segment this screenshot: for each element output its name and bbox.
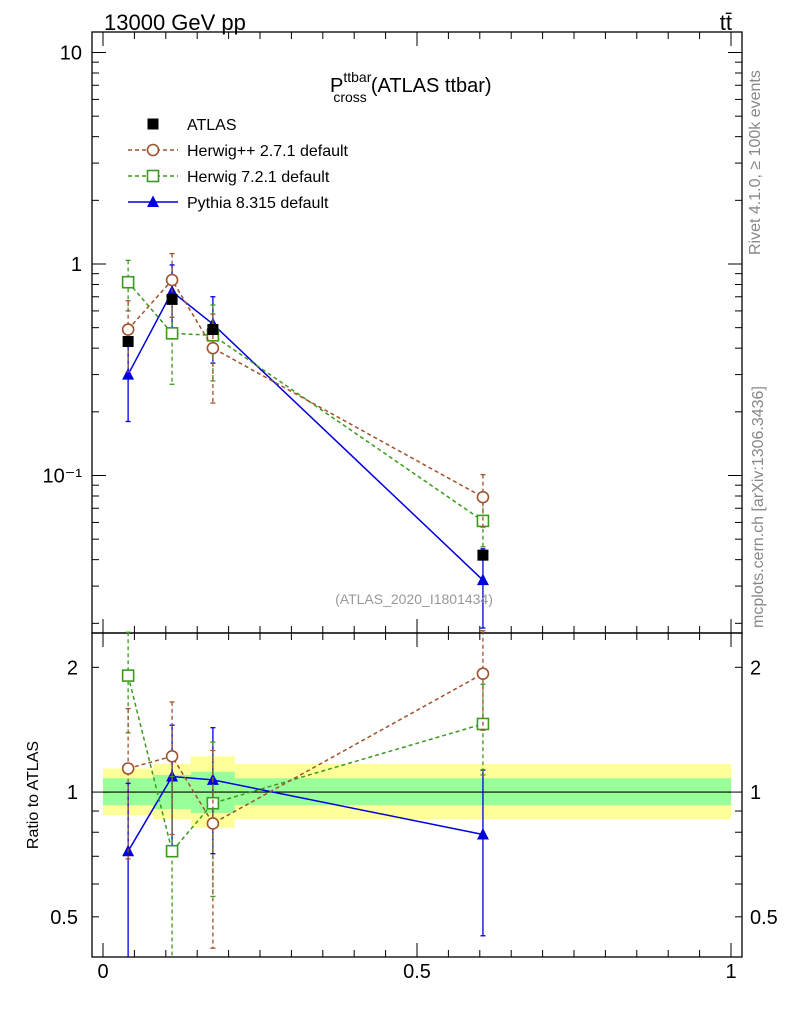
analysis-watermark: (ATLAS_2020_I1801434): [335, 591, 493, 607]
header-left: 13000 GeV pp: [104, 10, 246, 35]
header-right: tt̄: [720, 10, 732, 35]
herwig-pp-ratio-point: [165, 749, 179, 763]
legend-label-atlas: ATLAS: [187, 117, 237, 134]
herwig-pp-point: [165, 273, 179, 287]
ratio-ytick-label-right: 2: [750, 657, 761, 679]
ratio-xtick-label: 0: [97, 961, 108, 983]
ratio-ytick-label-left: 1: [67, 782, 78, 804]
atlas-point: [477, 549, 489, 561]
herwig7-ratio-point: [165, 844, 179, 858]
atlas-point: [122, 336, 134, 348]
legend-marker-pythia: [147, 195, 159, 207]
legend-marker-herwig7: [146, 169, 160, 183]
herwig-pp-point: [206, 341, 220, 355]
ratio-xtick-label: 0.5: [403, 961, 431, 983]
pythia-line: [127, 290, 484, 581]
pythia-point: [122, 368, 135, 380]
legend-label-herwig7: Herwig 7.2.1 default: [187, 169, 330, 186]
herwig7-point: [165, 327, 179, 340]
herwig-pp-line: [127, 278, 484, 498]
ratio-ytick-label-left: 2: [67, 657, 78, 679]
herwig7-ratio-line: [127, 675, 484, 853]
ratio-ytick-label-left: 0.5: [50, 907, 78, 929]
pythia-point: [476, 573, 489, 586]
legend-marker-atlas: [147, 118, 159, 130]
legend-label-pythia: Pythia 8.315 default: [187, 195, 329, 212]
ratio-xtick-label: 1: [725, 961, 736, 983]
herwig7-point: [121, 275, 135, 289]
herwig-pp-ratio-point: [476, 667, 490, 681]
ratio-ylabel: Ratio to ATLAS: [25, 741, 42, 849]
pythia-ratio-point: [476, 828, 489, 840]
herwig-pp-point: [476, 490, 490, 504]
main-ytick-label: 1: [71, 254, 82, 276]
plot-title: Pttbar cross (ATLAS ttbar): [330, 69, 492, 105]
herwig-pp-ratio-line: [127, 673, 484, 825]
pythia-ratio-line: [127, 775, 484, 852]
main-panel: 10⁻¹ 1 10: [43, 31, 743, 634]
herwig-pp-ratio-point: [206, 817, 220, 830]
herwig7-line: [127, 281, 484, 522]
main-ytick-label: 10: [60, 42, 82, 64]
herwig-pp-point: [121, 323, 135, 336]
ratio-ytick-label-right: 1: [750, 782, 761, 804]
ratio-panel: 0.5 0.5 1 1 2 2 0 0.5 1: [50, 630, 778, 983]
ratio-ytick-label-right: 0.5: [750, 907, 778, 929]
main-ytick-label: 10⁻¹: [43, 465, 83, 487]
herwig-pp-ratio-point: [121, 762, 135, 775]
legend-label-herwig-pp: Herwig++ 2.7.1 default: [187, 143, 349, 160]
atlas-point: [207, 324, 219, 336]
legend: ATLAS Herwig++ 2.7.1 default Herwig 7.2.1 …: [128, 117, 349, 212]
atlas-point: [166, 293, 178, 305]
legend-marker-herwig-pp: [146, 143, 160, 157]
rivet-label: Rivet 4.1.0, ≥ 100k events: [747, 70, 764, 255]
herwig7-ratio-point: [121, 669, 135, 682]
mcplots-label: mcplots.cern.ch [arXiv:1306.3436]: [750, 386, 767, 628]
